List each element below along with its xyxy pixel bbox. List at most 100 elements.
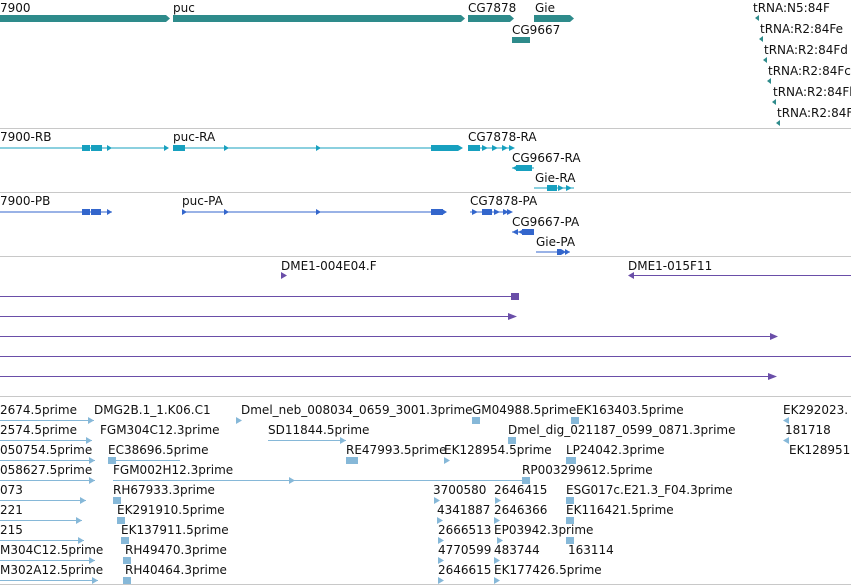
protein-label[interactable]: Gie-PA: [536, 235, 576, 249]
gene-label[interactable]: Gie: [535, 1, 556, 15]
protein-7900-pb-exon: [91, 209, 101, 215]
trna-label[interactable]: tRNA:R2:84Fc: [768, 64, 851, 78]
trna-label[interactable]: tRNA:N5:84F: [753, 1, 830, 15]
trna-r2-84fa-glyph[interactable]: [776, 120, 780, 126]
trna-n5-glyph[interactable]: [755, 15, 759, 21]
est-label[interactable]: 2666513: [438, 523, 492, 537]
est-label[interactable]: 181718: [785, 423, 831, 437]
transcript-label[interactable]: CG7878-RA: [468, 130, 537, 144]
protein-track-glyphs: [0, 209, 570, 255]
protein-gie-pa-arrow: [561, 249, 566, 255]
trna-label[interactable]: tRNA:R2:84Fb: [773, 85, 851, 99]
est-label[interactable]: EC38696.5prime: [108, 443, 209, 457]
transcript-label[interactable]: puc-RA: [173, 130, 216, 144]
est-label[interactable]: 4770599: [438, 543, 492, 557]
est-block: [522, 477, 530, 484]
transcript-puc-ra-arrow: [224, 145, 229, 151]
track-separator: [0, 192, 851, 193]
gene-label[interactable]: CG7878: [468, 1, 517, 15]
est-label[interactable]: 2646415: [494, 483, 548, 497]
est-label[interactable]: 2646615: [438, 563, 492, 577]
est-label[interactable]: EK291910.5prime: [117, 503, 225, 517]
clone-label[interactable]: DME1-015F11: [628, 259, 713, 273]
est-label[interactable]: EK137911.5prime: [121, 523, 229, 537]
gene-7900-bar[interactable]: [0, 15, 166, 22]
est-arrow: [438, 577, 444, 584]
transcript-cg7878-ra-arrow: [502, 145, 508, 151]
est-label[interactable]: RH49470.3prime: [125, 543, 227, 557]
transcript-label[interactable]: 7900-RB: [0, 130, 52, 144]
est-label[interactable]: RH67933.3prime: [113, 483, 215, 497]
est-label[interactable]: EK128954.5prime: [444, 443, 552, 457]
est-label[interactable]: FGM304C12.3prime: [100, 423, 220, 437]
est-block: [108, 457, 116, 464]
est-label[interactable]: RH40464.3prime: [125, 563, 227, 577]
est-label[interactable]: 163114: [568, 543, 614, 557]
est-arrow: [92, 577, 98, 584]
est-label[interactable]: RP003299612.5prime: [522, 463, 653, 477]
est-label[interactable]: 050754.5prime: [0, 443, 93, 457]
est-label[interactable]: 221: [0, 503, 23, 517]
gene-puc-bar[interactable]: [173, 15, 461, 22]
est-label[interactable]: M304C12.5prime: [0, 543, 104, 557]
est-label[interactable]: M302A12.5prime: [0, 563, 104, 577]
clone-label[interactable]: DME1-004E04.F: [281, 259, 377, 273]
est-label[interactable]: 073: [0, 483, 23, 497]
est-label[interactable]: DMG2B.1_1.K06.C1: [94, 403, 211, 417]
gene-gie-bar[interactable]: [534, 15, 570, 22]
est-label[interactable]: 483744: [494, 543, 540, 557]
trna-r2-84fb-glyph[interactable]: [772, 99, 776, 105]
est-arrow: [289, 477, 295, 484]
est-label[interactable]: EK292023.: [783, 403, 849, 417]
est-label[interactable]: Dmel_dig_021187_0599_0871.3prime: [508, 423, 736, 437]
clone-dme1-004e04-arrow[interactable]: [281, 272, 287, 279]
est-arrow: [783, 437, 789, 444]
gene-label[interactable]: 7900: [0, 1, 31, 15]
est-label[interactable]: EP03942.3prime: [494, 523, 594, 537]
est-arrow: [88, 417, 94, 424]
clone-arrow: [770, 333, 778, 340]
est-label[interactable]: EK163403.5prime: [576, 403, 684, 417]
gene-label[interactable]: puc: [173, 1, 195, 15]
est-label[interactable]: 4341887: [437, 503, 491, 517]
gene-label[interactable]: CG9667: [512, 23, 561, 37]
protein-cg9667-pa-arrow: [512, 229, 518, 235]
protein-label[interactable]: CG7878-PA: [470, 194, 538, 208]
est-label[interactable]: SD11844.5prime: [268, 423, 370, 437]
est-block: [566, 457, 576, 464]
est-label[interactable]: Dmel_neb_008034_0659_3001.3prime: [241, 403, 473, 417]
est-label[interactable]: FGM002H12.3prime: [113, 463, 234, 477]
est-block: [113, 497, 121, 504]
est-label[interactable]: 3700580: [433, 483, 487, 497]
trna-label[interactable]: tRNA:R2:84Fe: [760, 22, 843, 36]
trna-r2-84fc-glyph[interactable]: [767, 78, 771, 84]
gene-cg7878-bar[interactable]: [468, 15, 510, 22]
trna-label[interactable]: tRNA:R2:84Fa: [777, 106, 851, 120]
est-block: [566, 537, 574, 544]
gene-cg9667-bar[interactable]: [512, 37, 530, 43]
est-label[interactable]: ESG017c.E21.3_F04.3prime: [566, 483, 733, 497]
est-label[interactable]: EK177426.5prime: [494, 563, 602, 577]
est-label[interactable]: 2646366: [494, 503, 548, 517]
transcript-label[interactable]: Gie-RA: [535, 171, 576, 185]
trna-r2-84fe-glyph[interactable]: [759, 36, 763, 42]
est-label[interactable]: 2574.5prime: [0, 423, 77, 437]
est-label[interactable]: 2674.5prime: [0, 403, 77, 417]
est-label[interactable]: RE47993.5prime: [346, 443, 447, 457]
est-label[interactable]: 058627.5prime: [0, 463, 93, 477]
clone-track-glyphs: [0, 272, 851, 380]
transcript-label[interactable]: CG9667-RA: [512, 151, 581, 165]
protein-label[interactable]: CG9667-PA: [512, 215, 580, 229]
est-label[interactable]: EK116421.5prime: [566, 503, 674, 517]
est-label[interactable]: LP24042.3prime: [566, 443, 665, 457]
protein-label[interactable]: 7900-PB: [0, 194, 51, 208]
trna-label[interactable]: tRNA:R2:84Fd: [764, 43, 848, 57]
est-label[interactable]: 215: [0, 523, 23, 537]
est-label[interactable]: GM04988.5prime: [472, 403, 577, 417]
trna-r2-84fd-glyph[interactable]: [763, 57, 767, 63]
gene-cg7878-arrow: [510, 15, 514, 22]
est-arrow: [78, 537, 84, 544]
protein-label[interactable]: puc-PA: [182, 194, 223, 208]
est-label[interactable]: EK128951: [789, 443, 851, 457]
